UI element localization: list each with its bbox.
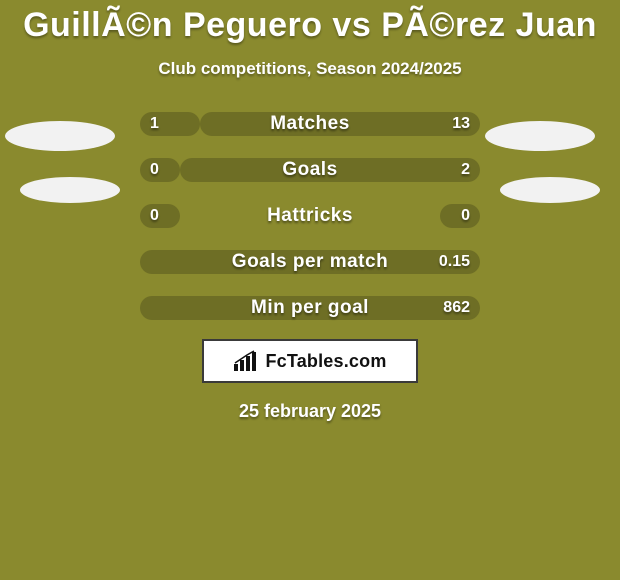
right-value: 13 (452, 107, 470, 141)
right-value: 0.15 (439, 245, 470, 279)
left-lower-ellipse (20, 177, 120, 203)
logo-text: FcTables.com (265, 351, 386, 372)
stat-row: 0Hattricks0 (0, 199, 620, 233)
metric-label: Goals per match (0, 245, 620, 279)
right-value: 2 (461, 153, 470, 187)
metric-label: Hattricks (0, 199, 620, 233)
right-upper-ellipse (485, 121, 595, 151)
fctables-logo: FcTables.com (202, 339, 418, 383)
metric-label: Min per goal (0, 291, 620, 325)
stat-row: Min per goal862 (0, 291, 620, 325)
stat-row: Goals per match0.15 (0, 245, 620, 279)
right-lower-ellipse (500, 177, 600, 203)
snapshot-date: 25 february 2025 (0, 401, 620, 422)
left-upper-ellipse (5, 121, 115, 151)
right-value: 0 (461, 199, 470, 233)
right-value: 862 (443, 291, 470, 325)
page-title: GuillÃ©n Peguero vs PÃ©rez Juan (0, 0, 620, 45)
subtitle: Club competitions, Season 2024/2025 (0, 59, 620, 79)
bars-icon (233, 350, 259, 372)
